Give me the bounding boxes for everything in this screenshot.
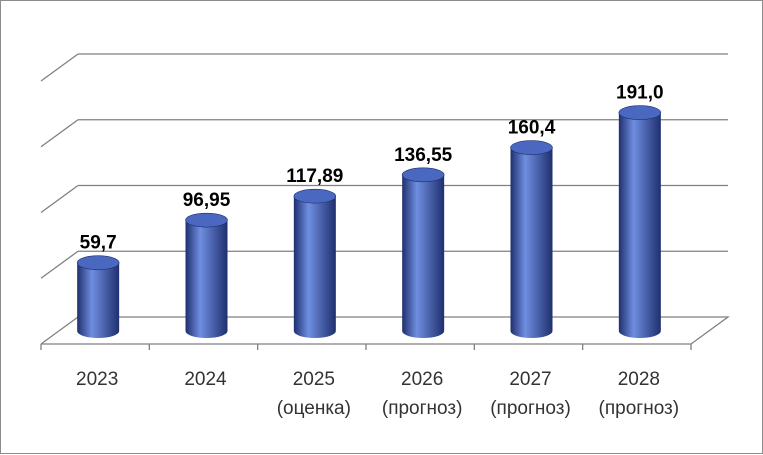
category-label: 2025 (оценка) [277,369,351,419]
category-label: 2028 (прогноз) [599,369,680,419]
data-label: 136,55 [394,145,453,166]
bars [76,105,662,339]
bar [185,212,228,339]
data-labels: 59,7 96,95 117,89 136,55 160,4 191,0 [80,83,664,254]
bar [76,255,120,339]
gridline [40,53,728,82]
bar [401,167,445,339]
category-labels: 2023 2024 2025 (оценка) 2026 (прогноз) 2027 (пр… [76,369,679,419]
category-label: 2027 (прогноз) [490,369,571,419]
data-label: 96,95 [183,190,231,211]
data-label: 59,7 [80,233,117,254]
data-label: 191,0 [616,83,664,104]
x-axis [40,316,730,350]
data-label: 160,4 [508,118,556,139]
data-label: 117,89 [286,166,343,187]
category-label: 2023 [76,369,118,390]
bar [618,105,662,339]
category-label: 2024 [184,369,227,390]
bar [510,140,553,339]
bar [293,188,337,339]
category-label: 2026 (прогноз) [382,369,463,419]
